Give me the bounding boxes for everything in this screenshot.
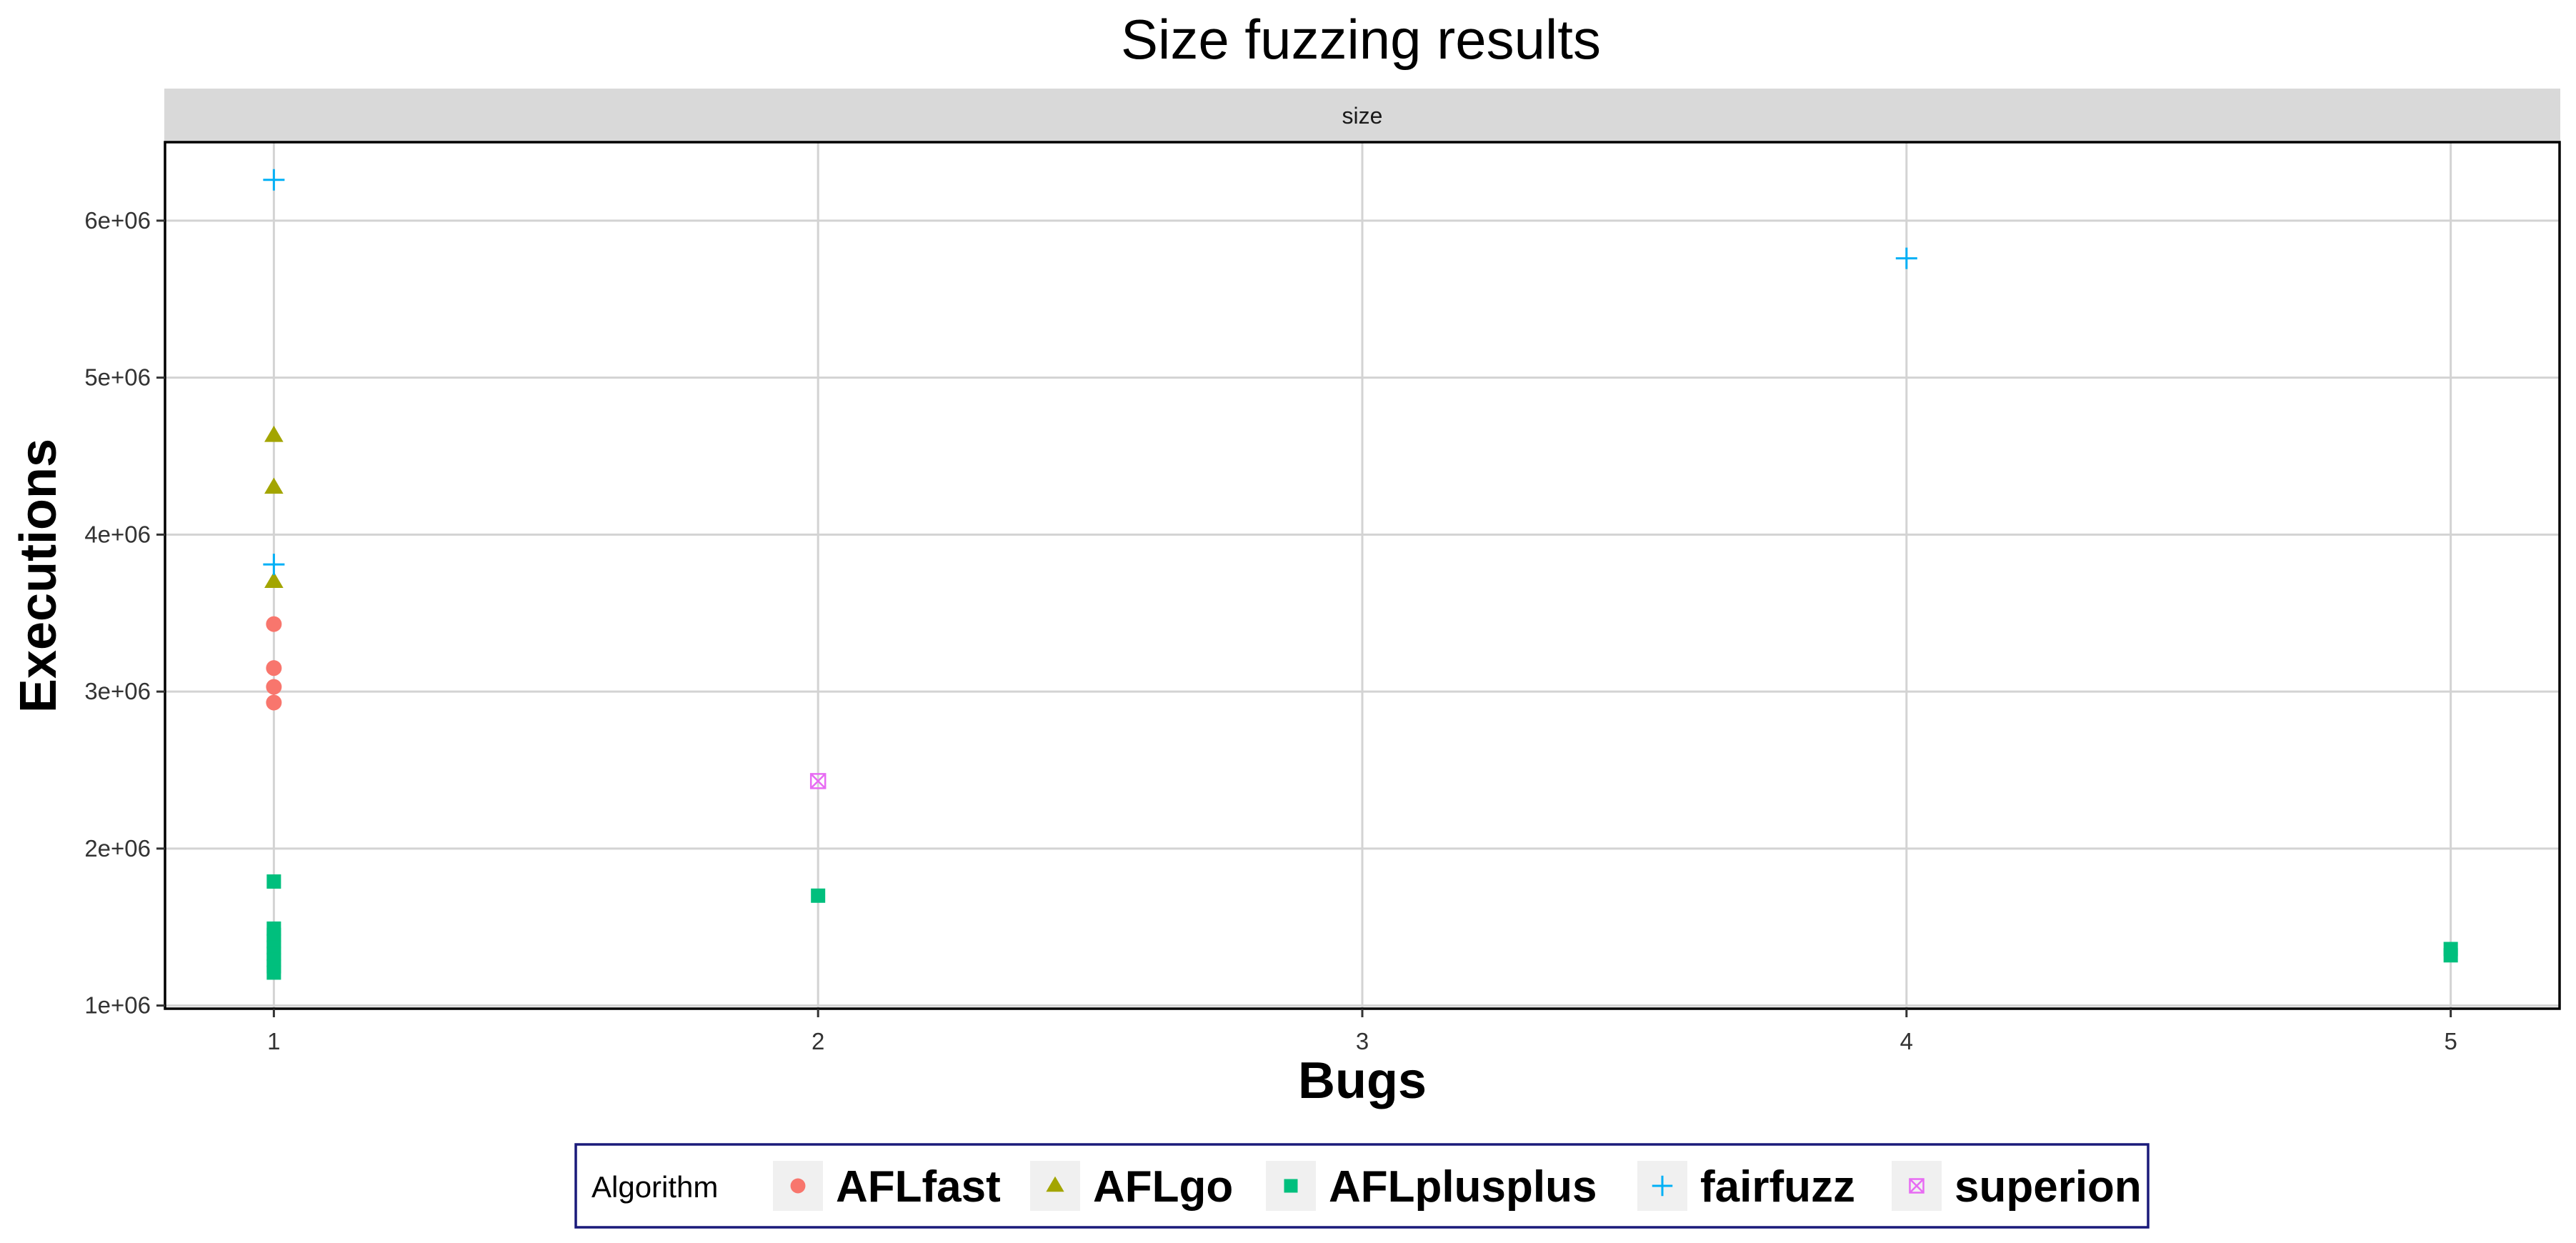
y-tick-label: 4e+06 [84,521,151,547]
legend-label-aflplusplus: AFLplusplus [1329,1162,1597,1212]
y-tick-label: 6e+06 [84,207,151,234]
legend-items: AFLfast AFLgo AFLplusplus fairfuzz superion [773,1161,2142,1212]
point-fairfuzz [263,554,285,576]
x-tick-label: 3 [1356,1028,1369,1054]
legend-label-superion: superion [1955,1162,2142,1212]
point-aflfast [266,679,282,695]
point-aflfast [266,660,282,677]
legend: Algorithm AFLfast AFLgo AFLplusplus fairfuz… [574,1143,2150,1229]
x-tick-label: 5 [2444,1028,2457,1054]
x-tick-label: 2 [812,1028,824,1054]
x-tick-label: 1 [267,1028,280,1054]
x-tick-label: 4 [1900,1028,1913,1054]
point-aflgo [264,477,284,494]
point-superion [809,773,827,789]
point-fairfuzz [1895,247,1917,269]
y-tick-label: 3e+06 [84,678,151,704]
point-aflfast [266,694,282,711]
point-aflplusplus [811,888,826,903]
grid-lines [165,142,2560,1009]
y-tick-label: 1e+06 [84,992,151,1019]
legend-label-fairfuzz: fairfuzz [1700,1162,1855,1212]
point-aflplusplus [266,965,281,980]
facet-label: size [1342,103,1383,129]
chart-title: Size fuzzing results [1121,8,1601,71]
legend-label-aflfast: AFLfast [836,1162,1001,1212]
legend-title: Algorithm [591,1170,718,1204]
x-axis-ticks: 1 2 3 4 5 [267,1009,2457,1054]
x-axis-title: Bugs [1298,1052,1427,1109]
y-tick-label: 5e+06 [84,364,151,391]
point-aflfast [266,616,282,632]
facet-strip [164,89,2560,141]
point-aflplusplus [2443,948,2458,963]
y-axis-title: Executions [10,439,67,713]
data-points [263,169,2458,980]
point-fairfuzz [263,169,285,191]
legend-label-aflgo: AFLgo [1093,1162,1233,1212]
legend-marker-aflgo [1046,1176,1064,1192]
point-aflgo [264,425,284,442]
point-aflplusplus [266,874,281,889]
y-axis-ticks: 1e+06 2e+06 3e+06 4e+06 5e+06 6e+06 [84,207,165,1019]
legend-marker-aflplusplus [1284,1179,1298,1193]
y-tick-label: 2e+06 [84,835,151,862]
legend-box [574,1143,2150,1229]
legend-marker-aflfast [790,1178,806,1194]
legend-marker-fairfuzz [1652,1175,1673,1197]
legend-marker-superion [1909,1178,1924,1194]
point-aflgo [264,571,284,588]
